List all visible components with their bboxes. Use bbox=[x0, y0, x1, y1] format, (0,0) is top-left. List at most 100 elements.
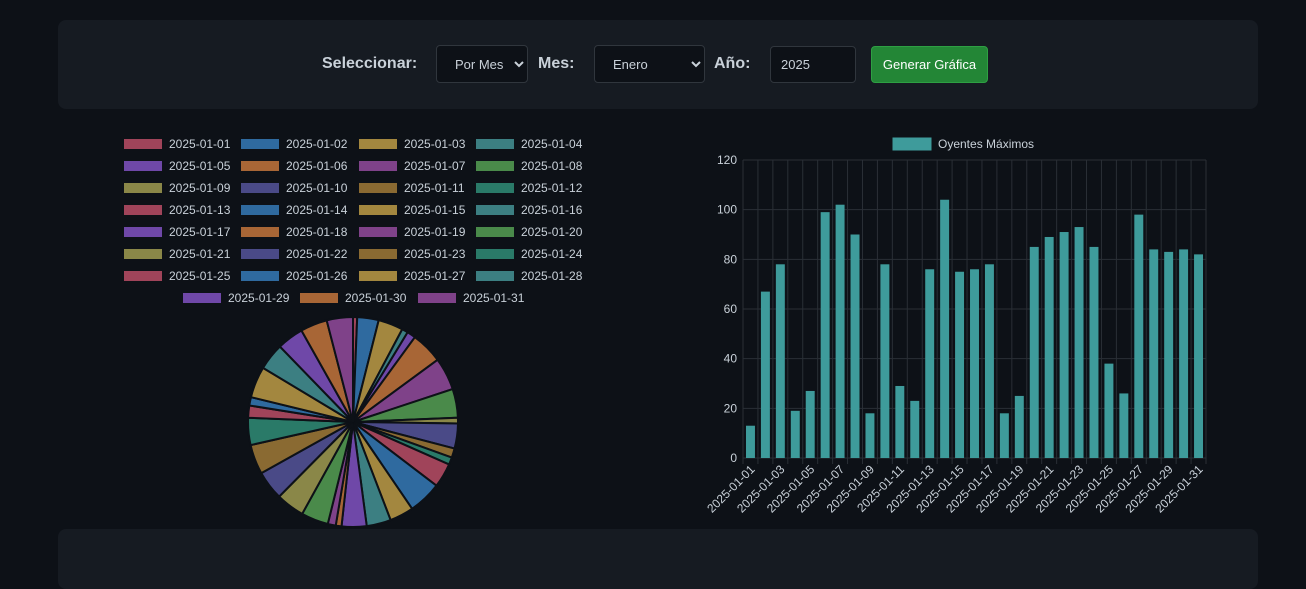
y-tick-label: 20 bbox=[724, 401, 738, 415]
pie-legend-item[interactable]: 2025-01-05 bbox=[124, 159, 230, 173]
pie-legend-item[interactable]: 2025-01-08 bbox=[476, 159, 582, 173]
bar[interactable] bbox=[1179, 249, 1189, 458]
period-select[interactable]: Por Mes bbox=[436, 45, 528, 83]
pie-legend-item[interactable]: 2025-01-23 bbox=[359, 247, 465, 261]
bar[interactable] bbox=[880, 264, 890, 458]
bar[interactable] bbox=[805, 390, 815, 458]
pie-legend-item[interactable]: 2025-01-25 bbox=[124, 269, 230, 283]
pie-legend-label: 2025-01-11 bbox=[404, 181, 465, 195]
pie-legend-swatch bbox=[359, 271, 397, 281]
pie-legend-item[interactable]: 2025-01-13 bbox=[124, 203, 230, 217]
bar[interactable] bbox=[940, 199, 950, 458]
pie-legend-swatch bbox=[418, 293, 456, 303]
pie-legend-label: 2025-01-17 bbox=[169, 225, 231, 239]
pie-legend-item[interactable]: 2025-01-15 bbox=[359, 203, 465, 217]
pie-legend-label: 2025-01-04 bbox=[521, 137, 583, 151]
pie-legend-label: 2025-01-26 bbox=[286, 269, 348, 283]
bar[interactable] bbox=[1149, 249, 1159, 458]
pie-legend-swatch bbox=[183, 293, 221, 303]
bar[interactable] bbox=[1014, 395, 1024, 458]
pie-legend-item[interactable]: 2025-01-01 bbox=[124, 137, 230, 151]
bar[interactable] bbox=[745, 425, 755, 458]
pie-legend-swatch bbox=[241, 227, 279, 237]
pie-legend-label: 2025-01-27 bbox=[404, 269, 466, 283]
bar[interactable] bbox=[1029, 246, 1039, 458]
pie-legend-item[interactable]: 2025-01-02 bbox=[241, 137, 347, 151]
bar[interactable] bbox=[970, 269, 979, 458]
select-label: Seleccionar: bbox=[322, 55, 418, 72]
pie-legend-item[interactable]: 2025-01-16 bbox=[476, 203, 582, 217]
pie-legend-swatch bbox=[241, 183, 279, 193]
bar[interactable] bbox=[1194, 254, 1204, 458]
bar[interactable] bbox=[1104, 363, 1114, 458]
bar[interactable] bbox=[1044, 236, 1054, 458]
bar[interactable] bbox=[955, 271, 965, 458]
bar[interactable] bbox=[1089, 246, 1099, 458]
pie-legend-item[interactable]: 2025-01-19 bbox=[359, 225, 465, 239]
bar[interactable] bbox=[865, 413, 875, 458]
pie-legend-item[interactable]: 2025-01-14 bbox=[241, 203, 347, 217]
pie-legend-label: 2025-01-25 bbox=[169, 269, 231, 283]
bar[interactable] bbox=[760, 291, 770, 458]
pie-legend-item[interactable]: 2025-01-07 bbox=[359, 159, 465, 173]
bar[interactable] bbox=[1134, 214, 1144, 458]
pie-legend-item[interactable]: 2025-01-29 bbox=[183, 291, 289, 305]
bar[interactable] bbox=[820, 212, 830, 458]
year-input[interactable] bbox=[770, 46, 856, 83]
pie-legend-item[interactable]: 2025-01-11 bbox=[359, 181, 465, 195]
bar[interactable] bbox=[925, 269, 935, 458]
pie-legend-swatch bbox=[241, 249, 279, 259]
pie-legend-item[interactable]: 2025-01-27 bbox=[359, 269, 465, 283]
pie-legend-item[interactable]: 2025-01-06 bbox=[241, 159, 347, 173]
pie-legend-swatch bbox=[359, 227, 397, 237]
pie-legend-item[interactable]: 2025-01-10 bbox=[241, 181, 347, 195]
pie-legend-swatch bbox=[300, 293, 338, 303]
pie-legend-item[interactable]: 2025-01-09 bbox=[124, 181, 230, 195]
bar[interactable] bbox=[1074, 227, 1084, 458]
pie-legend-item[interactable]: 2025-01-30 bbox=[300, 291, 406, 305]
bar[interactable] bbox=[895, 385, 905, 458]
pie-legend-label: 2025-01-13 bbox=[169, 203, 231, 217]
y-tick-label: 0 bbox=[730, 451, 737, 465]
bar[interactable] bbox=[1164, 251, 1174, 458]
pie-legend-item[interactable]: 2025-01-12 bbox=[476, 181, 582, 195]
pie-legend-label: 2025-01-28 bbox=[521, 269, 583, 283]
pie-legend-label: 2025-01-07 bbox=[404, 159, 466, 173]
pie-legend-item[interactable]: 2025-01-18 bbox=[241, 225, 347, 239]
pie-legend-item[interactable]: 2025-01-24 bbox=[476, 247, 582, 261]
pie-slice[interactable] bbox=[325, 315, 354, 423]
pie-legend-item[interactable]: 2025-01-31 bbox=[418, 291, 524, 305]
bar[interactable] bbox=[850, 234, 860, 459]
pie-legend-label: 2025-01-19 bbox=[404, 225, 466, 239]
pie-legend-label: 2025-01-20 bbox=[521, 225, 583, 239]
pie-legend-swatch bbox=[359, 205, 397, 215]
pie-legend-swatch bbox=[124, 139, 162, 149]
bar[interactable] bbox=[1059, 232, 1069, 458]
pie-legend-item[interactable]: 2025-01-28 bbox=[476, 269, 582, 283]
bar[interactable] bbox=[910, 400, 920, 458]
pie-legend-label: 2025-01-29 bbox=[228, 291, 290, 305]
bar[interactable] bbox=[790, 410, 800, 458]
bar[interactable] bbox=[775, 264, 785, 458]
bar[interactable] bbox=[984, 264, 994, 458]
pie-legend-swatch bbox=[476, 161, 514, 171]
pie-legend-item[interactable]: 2025-01-22 bbox=[241, 247, 347, 261]
pie-chart bbox=[247, 315, 460, 528]
pie-legend-item[interactable]: 2025-01-26 bbox=[241, 269, 347, 283]
month-select[interactable]: Enero bbox=[594, 45, 705, 83]
pie-legend-item[interactable]: 2025-01-04 bbox=[476, 137, 582, 151]
pie-legend-item[interactable]: 2025-01-03 bbox=[359, 137, 465, 151]
pie-legend-item[interactable]: 2025-01-17 bbox=[124, 225, 230, 239]
pie-legend-label: 2025-01-02 bbox=[286, 137, 348, 151]
pie-legend-label: 2025-01-15 bbox=[404, 203, 466, 217]
y-tick-label: 60 bbox=[724, 302, 738, 316]
bar[interactable] bbox=[835, 204, 845, 458]
bar[interactable] bbox=[1119, 393, 1129, 458]
bar[interactable] bbox=[999, 413, 1009, 458]
pie-legend-swatch bbox=[124, 205, 162, 215]
pie-legend-item[interactable]: 2025-01-21 bbox=[124, 247, 230, 261]
pie-legend-swatch bbox=[476, 205, 514, 215]
generate-chart-button[interactable]: Generar Gráfica bbox=[871, 46, 988, 83]
pie-legend-item[interactable]: 2025-01-20 bbox=[476, 225, 582, 239]
